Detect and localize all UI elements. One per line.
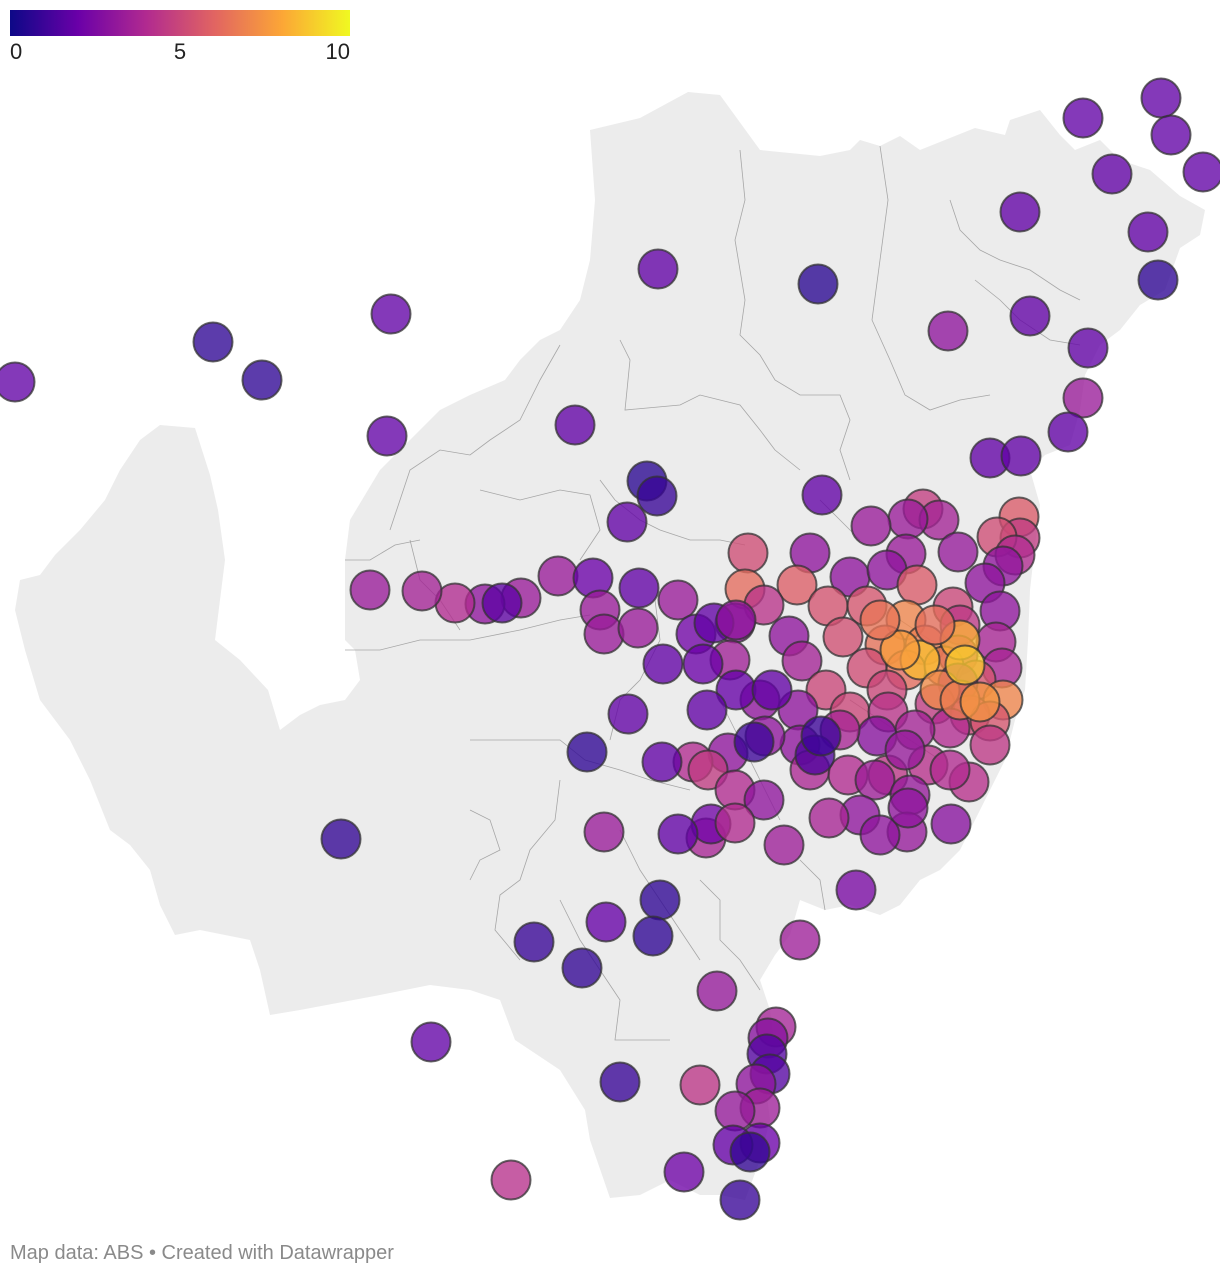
map-bubble[interactable] [1140,77,1182,119]
map-bubble[interactable] [618,567,660,609]
map-bubble[interactable] [887,787,929,829]
map-bubble[interactable] [1091,153,1133,195]
map-bubble[interactable] [801,474,843,516]
map-bubble[interactable] [679,1064,721,1106]
map-bubble[interactable] [727,532,769,574]
legend-tick-min: 0 [10,39,23,64]
map-bubble[interactable] [1067,327,1109,369]
map-bubble[interactable] [1000,435,1042,477]
map-bubble[interactable] [657,579,699,621]
map-bubble[interactable] [617,607,659,649]
map-bubble[interactable] [583,613,625,655]
color-legend: 0 5 10 [10,10,350,70]
map-bubble[interactable] [959,681,1001,723]
map-bubble[interactable] [490,1159,532,1201]
map-bubble[interactable] [944,644,986,686]
map-bubble[interactable] [1127,211,1169,253]
map-bubble[interactable] [401,570,443,612]
map-bubble[interactable] [800,715,842,757]
map-bubble[interactable] [599,1061,641,1103]
map-bubble[interactable] [835,869,877,911]
map-bubble[interactable] [513,921,555,963]
map-bubble[interactable] [537,555,579,597]
bubble-layer [0,77,1220,1221]
map-bubble[interactable] [808,797,850,839]
map-bubble[interactable] [554,404,596,446]
map-bubble[interactable] [743,779,785,821]
map-bubble[interactable] [241,359,283,401]
map-bubble[interactable] [879,629,921,671]
map-bubble[interactable] [561,947,603,989]
map-bubble[interactable] [715,599,757,641]
map-bubble[interactable] [1062,377,1104,419]
map-bubble[interactable] [884,729,926,771]
map-bubble[interactable] [1150,114,1192,156]
map-bubble[interactable] [370,293,412,335]
map-canvas [0,77,1220,1221]
map-bubble[interactable] [859,814,901,856]
map-bubble[interactable] [937,531,979,573]
map-bubble[interactable] [585,901,627,943]
map-bubble[interactable] [850,505,892,547]
map-bubble[interactable] [1047,411,1089,453]
map-bubble[interactable] [636,475,678,517]
map-bubble[interactable] [642,643,684,685]
map-bubble[interactable] [583,811,625,853]
map-bubble[interactable] [682,643,724,685]
map-bubble[interactable] [719,1179,761,1221]
map-bubble[interactable] [1009,295,1051,337]
map-bubble[interactable] [927,310,969,352]
map-bubble[interactable] [349,569,391,611]
map-bubble[interactable] [410,1021,452,1063]
map-bubble[interactable] [1062,97,1104,139]
map-bubble[interactable] [481,582,523,624]
map-bubble[interactable] [714,802,756,844]
map-bubble[interactable] [641,741,683,783]
map-bubble[interactable] [887,498,929,540]
map-bubble[interactable] [686,689,728,731]
map-bubble[interactable] [779,919,821,961]
map-bubble[interactable] [663,1151,705,1193]
map-bubble[interactable] [929,749,971,791]
map-bubble[interactable] [751,669,793,711]
map-bubble[interactable] [999,191,1041,233]
map-bubble[interactable] [1137,259,1179,301]
map-bubble[interactable] [763,824,805,866]
map-bubble[interactable] [0,361,36,403]
map-bubble[interactable] [729,1131,771,1173]
legend-tick-mid: 5 [173,39,187,64]
map-bubble[interactable] [696,970,738,1012]
map-bubble[interactable] [822,616,864,658]
map-bubble[interactable] [859,599,901,641]
map-bubble[interactable] [797,263,839,305]
map-bubble[interactable] [657,813,699,855]
map-bubble[interactable] [366,415,408,457]
map-bubble[interactable] [606,501,648,543]
map-bubble[interactable] [781,640,823,682]
map-bubble[interactable] [639,879,681,921]
map-bubble[interactable] [632,915,674,957]
map-bubble[interactable] [914,604,956,646]
legend-color-bar [10,10,350,36]
map-bubble[interactable] [969,724,1011,766]
map-bubble[interactable] [896,564,938,606]
map-bubble[interactable] [854,759,896,801]
map-attribution: Map data: ABS • Created with Datawrapper [10,1242,394,1264]
map-bubble[interactable] [607,693,649,735]
map-bubble[interactable] [733,721,775,763]
map-bubble[interactable] [566,731,608,773]
map-bubble[interactable] [637,248,679,290]
map-bubble[interactable] [930,803,972,845]
map-bubble[interactable] [1182,151,1220,193]
legend-tick-max: 10 [325,39,350,64]
map-bubble[interactable] [776,564,818,606]
map-bubble[interactable] [320,818,362,860]
map-bubble[interactable] [192,321,234,363]
